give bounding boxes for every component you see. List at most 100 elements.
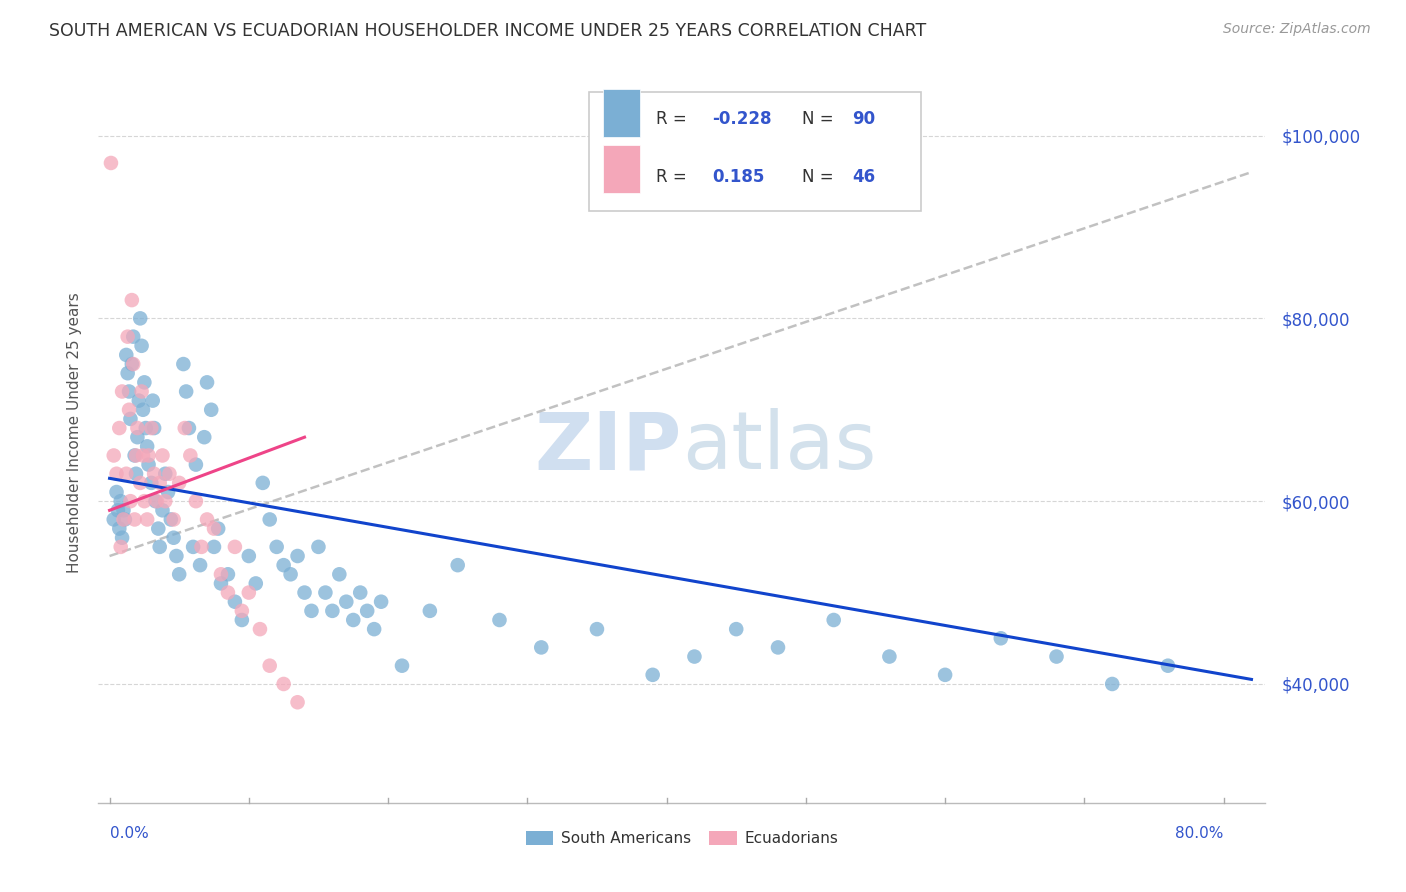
Point bbox=[224, 595, 246, 609]
Point bbox=[173, 421, 195, 435]
Point bbox=[108, 522, 131, 536]
Point bbox=[217, 585, 239, 599]
Point bbox=[141, 421, 163, 435]
Point bbox=[120, 412, 142, 426]
Point bbox=[207, 522, 229, 536]
Point bbox=[120, 494, 142, 508]
Point bbox=[287, 695, 309, 709]
Point bbox=[370, 595, 392, 609]
Point bbox=[287, 549, 309, 563]
Point bbox=[162, 512, 184, 526]
Point bbox=[105, 485, 128, 500]
Point bbox=[488, 613, 510, 627]
Point bbox=[990, 632, 1012, 646]
Point bbox=[122, 329, 145, 343]
Point bbox=[105, 467, 128, 481]
Point bbox=[342, 613, 364, 627]
Point bbox=[117, 366, 139, 380]
FancyBboxPatch shape bbox=[603, 89, 640, 137]
Text: ZIP: ZIP bbox=[534, 409, 682, 486]
Point bbox=[224, 540, 246, 554]
Point bbox=[172, 357, 194, 371]
Point bbox=[162, 531, 184, 545]
Text: N =: N = bbox=[801, 111, 839, 128]
Text: -0.228: -0.228 bbox=[713, 111, 772, 128]
Text: 80.0%: 80.0% bbox=[1175, 826, 1223, 840]
Point bbox=[1157, 658, 1180, 673]
Point bbox=[135, 421, 157, 435]
Point bbox=[131, 384, 153, 399]
Point bbox=[280, 567, 302, 582]
Point bbox=[115, 467, 138, 481]
Point bbox=[110, 494, 132, 508]
Point bbox=[231, 613, 253, 627]
Point bbox=[174, 384, 197, 399]
Point bbox=[188, 558, 211, 573]
Point bbox=[177, 421, 200, 435]
Point bbox=[138, 458, 160, 472]
FancyBboxPatch shape bbox=[589, 92, 921, 211]
Point bbox=[231, 604, 253, 618]
Point bbox=[823, 613, 845, 627]
Point bbox=[202, 540, 225, 554]
Point bbox=[112, 503, 135, 517]
Point bbox=[209, 567, 232, 582]
FancyBboxPatch shape bbox=[603, 145, 640, 193]
Point bbox=[103, 512, 125, 526]
Point bbox=[125, 449, 148, 463]
Point bbox=[152, 449, 174, 463]
Text: SOUTH AMERICAN VS ECUADORIAN HOUSEHOLDER INCOME UNDER 25 YEARS CORRELATION CHART: SOUTH AMERICAN VS ECUADORIAN HOUSEHOLDER… bbox=[49, 22, 927, 40]
Point bbox=[108, 421, 131, 435]
Point bbox=[117, 329, 139, 343]
Point bbox=[301, 604, 323, 618]
Text: 0.0%: 0.0% bbox=[110, 826, 148, 840]
Point bbox=[307, 540, 329, 554]
Point bbox=[103, 449, 125, 463]
Point bbox=[259, 512, 281, 526]
Point bbox=[266, 540, 288, 554]
Point bbox=[127, 421, 149, 435]
Y-axis label: Householder Income Under 25 years: Householder Income Under 25 years bbox=[66, 293, 82, 573]
Point bbox=[149, 475, 172, 490]
Point bbox=[294, 585, 316, 599]
Text: atlas: atlas bbox=[682, 409, 876, 486]
Point bbox=[148, 522, 170, 536]
Point bbox=[125, 467, 148, 481]
Point bbox=[447, 558, 470, 573]
Text: R =: R = bbox=[657, 169, 692, 186]
Point bbox=[155, 494, 177, 508]
Point bbox=[152, 503, 174, 517]
Point bbox=[124, 512, 146, 526]
Point bbox=[934, 668, 956, 682]
Point bbox=[132, 449, 155, 463]
Point bbox=[195, 512, 218, 526]
Point bbox=[142, 393, 165, 408]
Point bbox=[202, 522, 225, 536]
Point bbox=[128, 393, 150, 408]
Point bbox=[314, 585, 336, 599]
Point bbox=[165, 549, 187, 563]
Point bbox=[193, 430, 215, 444]
Text: 0.185: 0.185 bbox=[713, 169, 765, 186]
Point bbox=[641, 668, 664, 682]
Point bbox=[184, 494, 207, 508]
Point bbox=[273, 677, 295, 691]
Point bbox=[179, 449, 201, 463]
Point bbox=[391, 658, 413, 673]
Point bbox=[146, 494, 169, 508]
Point bbox=[122, 357, 145, 371]
Text: 90: 90 bbox=[852, 111, 876, 128]
Point bbox=[127, 430, 149, 444]
Point bbox=[111, 384, 134, 399]
Point bbox=[190, 540, 212, 554]
Point bbox=[249, 622, 271, 636]
Point bbox=[124, 449, 146, 463]
Point bbox=[879, 649, 901, 664]
Point bbox=[209, 576, 232, 591]
Point bbox=[766, 640, 789, 655]
Text: N =: N = bbox=[801, 169, 839, 186]
Point bbox=[349, 585, 371, 599]
Point bbox=[328, 567, 350, 582]
Point bbox=[238, 549, 260, 563]
Point bbox=[419, 604, 441, 618]
